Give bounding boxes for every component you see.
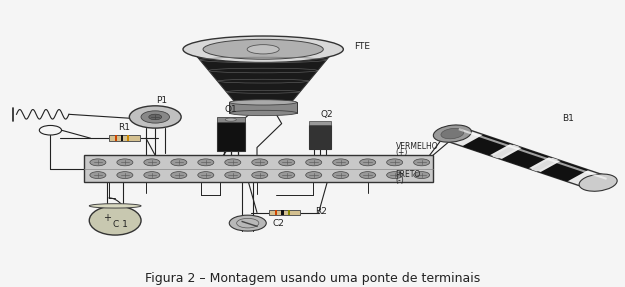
Ellipse shape — [229, 100, 297, 105]
Text: PRETO: PRETO — [396, 170, 421, 179]
Circle shape — [171, 172, 187, 179]
Ellipse shape — [247, 45, 279, 54]
Ellipse shape — [229, 110, 297, 116]
Circle shape — [332, 172, 349, 179]
Circle shape — [279, 172, 295, 179]
Text: +: + — [103, 213, 111, 222]
Polygon shape — [492, 145, 519, 158]
Circle shape — [90, 159, 106, 166]
Circle shape — [198, 159, 214, 166]
Bar — [217, 122, 244, 152]
Bar — [269, 210, 300, 215]
Circle shape — [129, 106, 181, 128]
Bar — [309, 121, 331, 125]
Circle shape — [149, 114, 162, 120]
Circle shape — [141, 111, 169, 123]
Bar — [309, 125, 331, 149]
Text: Q2: Q2 — [320, 110, 332, 119]
Circle shape — [144, 159, 160, 166]
Text: VERMELHO: VERMELHO — [396, 142, 438, 151]
Circle shape — [359, 172, 376, 179]
Circle shape — [225, 172, 241, 179]
Bar — [288, 210, 289, 215]
Ellipse shape — [441, 128, 464, 139]
Polygon shape — [462, 135, 511, 156]
Circle shape — [414, 172, 429, 179]
Text: FTE: FTE — [354, 42, 370, 51]
Text: R1: R1 — [118, 123, 131, 131]
Text: P1: P1 — [156, 96, 167, 105]
Polygon shape — [540, 161, 588, 182]
Text: C 1: C 1 — [113, 220, 128, 229]
Circle shape — [225, 159, 241, 166]
Circle shape — [387, 159, 402, 166]
Circle shape — [359, 159, 376, 166]
Circle shape — [414, 159, 429, 166]
Bar — [115, 135, 117, 141]
Bar — [217, 117, 244, 122]
Ellipse shape — [225, 118, 236, 121]
Bar — [109, 135, 140, 141]
Circle shape — [198, 172, 214, 179]
Text: R2: R2 — [316, 207, 328, 216]
Ellipse shape — [89, 206, 141, 235]
Ellipse shape — [579, 174, 617, 191]
Polygon shape — [191, 49, 336, 102]
Text: Figura 2 – Montagem usando uma ponte de terminais: Figura 2 – Montagem usando uma ponte de … — [145, 272, 480, 286]
Circle shape — [229, 215, 266, 231]
Polygon shape — [501, 148, 549, 168]
Bar — [127, 135, 129, 141]
Circle shape — [117, 159, 133, 166]
Circle shape — [144, 172, 160, 179]
Bar — [121, 135, 123, 141]
Text: (-): (-) — [396, 176, 404, 185]
Bar — [275, 210, 278, 215]
Circle shape — [252, 159, 268, 166]
Polygon shape — [531, 158, 558, 171]
Circle shape — [279, 159, 295, 166]
Circle shape — [306, 159, 322, 166]
Circle shape — [387, 172, 402, 179]
Bar — [281, 210, 284, 215]
Bar — [84, 156, 432, 182]
Text: (+): (+) — [396, 148, 408, 157]
Circle shape — [171, 159, 187, 166]
Text: C2: C2 — [272, 219, 284, 228]
Ellipse shape — [203, 39, 323, 59]
Text: Q1: Q1 — [224, 104, 237, 113]
Circle shape — [117, 172, 133, 179]
Ellipse shape — [433, 125, 471, 142]
Polygon shape — [442, 128, 609, 189]
Circle shape — [306, 172, 322, 179]
Text: B1: B1 — [562, 114, 574, 123]
Ellipse shape — [89, 204, 141, 208]
Ellipse shape — [183, 36, 343, 63]
Bar — [229, 102, 297, 113]
Circle shape — [90, 172, 106, 179]
Circle shape — [332, 159, 349, 166]
Circle shape — [252, 172, 268, 179]
